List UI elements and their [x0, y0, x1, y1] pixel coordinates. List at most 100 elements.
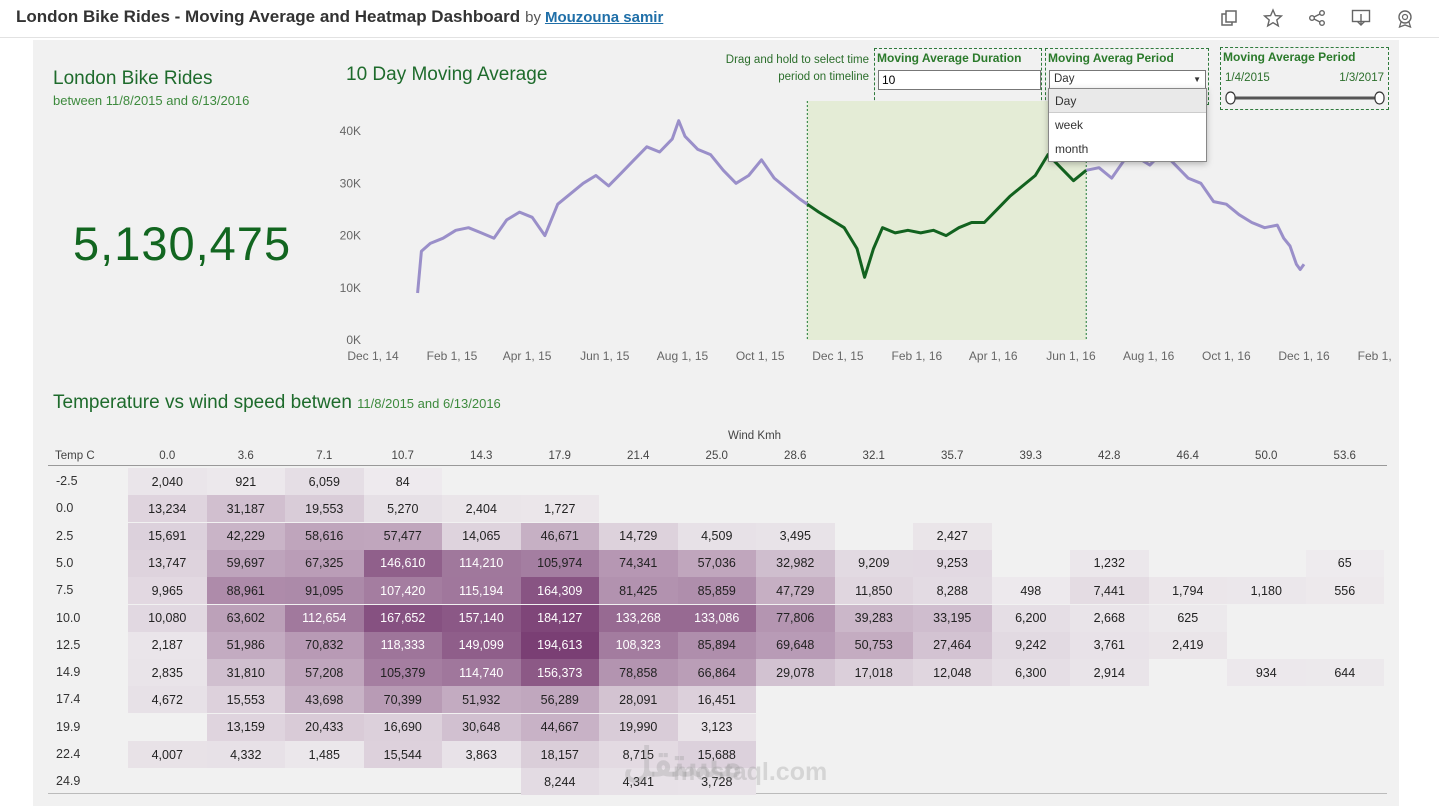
- period-option-day[interactable]: Day: [1049, 89, 1206, 113]
- heatmap-cell[interactable]: 11,850: [834, 577, 913, 605]
- heatmap-cell[interactable]: 81,425: [599, 577, 678, 605]
- heatmap-cell[interactable]: 70,832: [285, 631, 364, 659]
- heatmap-cell[interactable]: 91,095: [285, 577, 364, 605]
- heatmap-cell[interactable]: 51,932: [442, 686, 521, 714]
- heatmap-cell[interactable]: 85,859: [677, 577, 756, 605]
- period-option-month[interactable]: month: [1055, 142, 1089, 156]
- heatmap-cell[interactable]: 2,835: [128, 659, 207, 687]
- heatmap-cell[interactable]: 7,441: [1070, 577, 1149, 605]
- heatmap-cell[interactable]: 57,036: [677, 549, 756, 577]
- heatmap-cell[interactable]: 58,616: [285, 522, 364, 550]
- heatmap-cell[interactable]: 28,091: [599, 686, 678, 714]
- heatmap-cell[interactable]: 118,333: [363, 631, 442, 659]
- badge-icon[interactable]: [1393, 6, 1417, 30]
- share-icon[interactable]: [1305, 6, 1329, 30]
- heatmap-cell[interactable]: 2,187: [128, 631, 207, 659]
- heatmap-cell[interactable]: 2,419: [1148, 631, 1227, 659]
- heatmap-cell[interactable]: 88,961: [206, 577, 285, 605]
- heatmap-cell[interactable]: 2,668: [1070, 604, 1149, 632]
- heatmap-cell[interactable]: 5,270: [363, 495, 442, 523]
- heatmap-cell[interactable]: 33,195: [913, 604, 992, 632]
- heatmap-cell[interactable]: 6,059: [285, 468, 364, 495]
- heatmap-cell[interactable]: 1,794: [1148, 577, 1227, 605]
- heatmap-cell[interactable]: 4,341: [599, 768, 678, 796]
- heatmap-cell[interactable]: 498: [991, 577, 1070, 605]
- moving-average-chart[interactable]: 0K 10K 20K 30K 40K Dec 1, 14 Feb 1, 15 Apr 1, 1…: [323, 100, 1393, 370]
- heatmap-cell[interactable]: 18,157: [520, 741, 599, 768]
- heatmap-cell[interactable]: 16,451: [677, 686, 756, 714]
- moving-average-line-selected[interactable]: [806, 153, 1088, 279]
- heatmap-cell[interactable]: 8,715: [599, 741, 678, 768]
- heatmap-cell[interactable]: 47,729: [756, 577, 835, 605]
- heatmap-cell[interactable]: 14,729: [599, 522, 678, 550]
- heatmap-cell[interactable]: 114,210: [442, 549, 521, 577]
- heatmap-cell[interactable]: 31,810: [206, 659, 285, 687]
- heatmap-cell[interactable]: 108,323: [599, 631, 678, 659]
- heatmap-cell[interactable]: 42,229: [206, 522, 285, 550]
- heatmap-cell[interactable]: 105,974: [520, 549, 599, 577]
- heatmap-cell[interactable]: 105,379: [363, 659, 442, 687]
- heatmap-cell[interactable]: 3,495: [756, 522, 835, 550]
- moving-average-line-after[interactable]: [1085, 150, 1306, 271]
- download-icon[interactable]: [1349, 6, 1373, 30]
- heatmap-cell[interactable]: 15,553: [206, 686, 285, 714]
- heatmap-cell[interactable]: 14,065: [442, 522, 521, 550]
- heatmap-cell[interactable]: 2,040: [128, 468, 207, 495]
- star-icon[interactable]: [1261, 6, 1285, 30]
- heatmap-cell[interactable]: 51,986: [206, 631, 285, 659]
- heatmap-cell[interactable]: 625: [1148, 604, 1227, 632]
- heatmap-cell[interactable]: 4,007: [128, 741, 207, 768]
- heatmap-cell[interactable]: 146,610: [363, 549, 442, 577]
- range-slider[interactable]: [1225, 90, 1385, 106]
- heatmap-cell[interactable]: 29,078: [756, 659, 835, 687]
- heatmap-cell[interactable]: 31,187: [206, 495, 285, 523]
- heatmap-cell[interactable]: 56,289: [520, 686, 599, 714]
- heatmap-cell[interactable]: 85,894: [677, 631, 756, 659]
- heatmap-cell[interactable]: 4,332: [206, 741, 285, 768]
- heatmap-cell[interactable]: 194,613: [520, 631, 599, 659]
- heatmap-cell[interactable]: 4,672: [128, 686, 207, 714]
- heatmap-cell[interactable]: 133,268: [599, 604, 678, 632]
- heatmap-cell[interactable]: 70,399: [363, 686, 442, 714]
- heatmap-cell[interactable]: 57,208: [285, 659, 364, 687]
- heatmap-cell[interactable]: 3,123: [677, 713, 756, 741]
- heatmap-cell[interactable]: 8,244: [520, 768, 599, 796]
- heatmap-cell[interactable]: 32,982: [756, 549, 835, 577]
- heatmap-cell[interactable]: 13,747: [128, 549, 207, 577]
- heatmap-cell[interactable]: 9,253: [913, 549, 992, 577]
- period-option-week[interactable]: week: [1055, 118, 1084, 132]
- range-end-handle[interactable]: [1374, 91, 1385, 105]
- heatmap-cell[interactable]: 3,863: [442, 741, 521, 768]
- heatmap-cell[interactable]: 107,420: [363, 577, 442, 605]
- heatmap-cell[interactable]: 16,690: [363, 713, 442, 741]
- heatmap-cell[interactable]: 9,965: [128, 577, 207, 605]
- heatmap-cell[interactable]: 66,864: [677, 659, 756, 687]
- heatmap-cell[interactable]: 157,140: [442, 604, 521, 632]
- heatmap-cell[interactable]: 112,654: [285, 604, 364, 632]
- heatmap-cell[interactable]: 4,509: [677, 522, 756, 550]
- heatmap-cell[interactable]: 15,544: [363, 741, 442, 768]
- heatmap-cell[interactable]: 12,048: [913, 659, 992, 687]
- heatmap-cell[interactable]: 1,180: [1227, 577, 1306, 605]
- heatmap-cell[interactable]: 921: [206, 468, 285, 495]
- heatmap-cell[interactable]: 1,232: [1070, 549, 1149, 577]
- heatmap-cell[interactable]: 2,914: [1070, 659, 1149, 687]
- heatmap-cell[interactable]: 65: [1305, 549, 1384, 577]
- heatmap-cell[interactable]: 6,200: [991, 604, 1070, 632]
- heatmap-cell[interactable]: 44,667: [520, 713, 599, 741]
- heatmap-cell[interactable]: 19,990: [599, 713, 678, 741]
- heatmap-cell[interactable]: 15,691: [128, 522, 207, 550]
- heatmap-cell[interactable]: 6,300: [991, 659, 1070, 687]
- heatmap-cell[interactable]: 78,858: [599, 659, 678, 687]
- period-select[interactable]: Day ▼: [1049, 70, 1206, 89]
- heatmap-cell[interactable]: 1,485: [285, 741, 364, 768]
- heatmap-cell[interactable]: 15,688: [677, 741, 756, 768]
- heatmap-cell[interactable]: 50,753: [834, 631, 913, 659]
- heatmap-cell[interactable]: 556: [1305, 577, 1384, 605]
- heatmap-cell[interactable]: 46,671: [520, 522, 599, 550]
- copy-icon[interactable]: [1217, 6, 1241, 30]
- heatmap-cell[interactable]: 13,159: [206, 713, 285, 741]
- heatmap-cell[interactable]: 59,697: [206, 549, 285, 577]
- heatmap-cell[interactable]: 9,242: [991, 631, 1070, 659]
- heatmap-cell[interactable]: 115,194: [442, 577, 521, 605]
